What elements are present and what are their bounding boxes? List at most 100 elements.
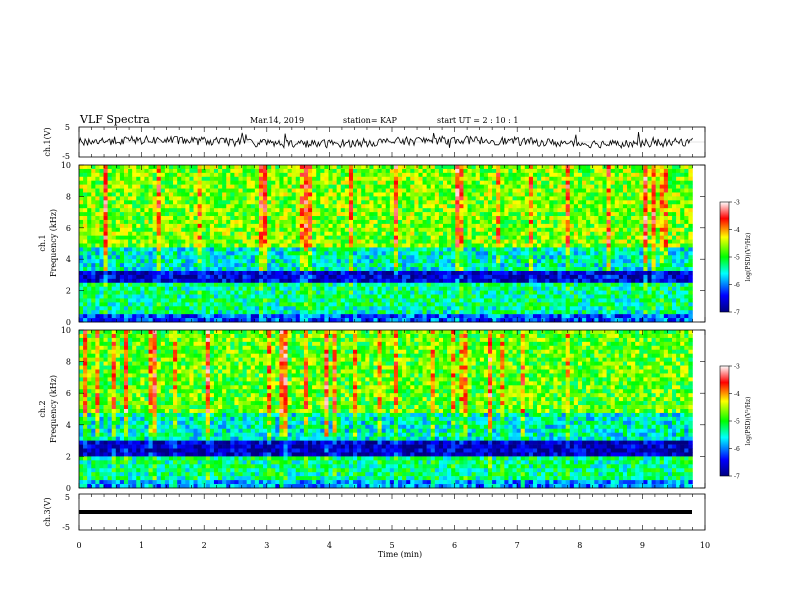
ch1-spec-cell [238, 200, 243, 205]
ch1-spec-cell [475, 270, 481, 276]
ch1-spec-cell [242, 251, 247, 256]
ch1-spec-cell [528, 247, 534, 252]
ch1-spec-cell [475, 282, 481, 287]
ch1-spec-cell [213, 247, 219, 252]
ch1-spec-cell [410, 204, 415, 209]
ch1-spec-cell [471, 302, 477, 307]
ch1-spec-cell [393, 231, 399, 236]
ch1-spec-cell [87, 200, 92, 205]
ch1-spec-cell [291, 290, 297, 295]
ch1-spec-cell [545, 172, 550, 178]
ch1-spec-cell [238, 247, 243, 252]
ch1-spec-cell [303, 235, 309, 240]
ch1-spec-cell [410, 192, 415, 197]
ch1-spec-cell [197, 302, 202, 307]
ch1-spec-cell [271, 243, 276, 248]
ch1-spec-cell [406, 180, 411, 185]
ch1-spec-cell [181, 235, 186, 240]
ch1-spec-cell [168, 243, 174, 248]
ch1-spec-cell [250, 290, 256, 295]
ch1-spec-cell [295, 235, 301, 240]
ch1-spec-cell [569, 196, 575, 201]
ch1-spec-cell [250, 314, 256, 319]
ch1-spec-cell [447, 227, 452, 233]
ch1-spec-cell [185, 243, 190, 248]
ch1-spec-cell [250, 216, 256, 221]
ch1-spec-cell [201, 196, 207, 201]
ch1-spec-cell [340, 302, 346, 307]
ch1-spec-cell [213, 219, 219, 225]
ch1-spec-cell [398, 227, 403, 233]
ch1-spec-cell [549, 314, 554, 319]
ch1-spec-cell [91, 196, 96, 201]
ch1-spec-cell [418, 247, 423, 252]
ch1-spec-cell [218, 278, 223, 284]
ch1-spec-cell [422, 200, 427, 205]
ch1-spec-cell [389, 223, 395, 229]
ch1-spec-cell [119, 267, 125, 272]
ch1-spec-cell [144, 188, 149, 193]
ch1-spec-cell [201, 270, 207, 276]
ch1-spec-cell [123, 239, 129, 244]
ch1-spec-cell [287, 168, 292, 174]
ch1-spec-cell [201, 184, 207, 189]
ch1-spec-cell [119, 282, 125, 287]
ch1-spec-cell [353, 200, 358, 205]
ch1-spec-cell [119, 172, 125, 178]
ch1-spec-cell [348, 223, 354, 229]
ch1-spec-cell [565, 235, 571, 240]
ch1-spec-cell [136, 274, 141, 280]
ch1-spec-cell [242, 223, 247, 229]
ch1-spec-cell [103, 216, 108, 221]
ch1-spec-cell [250, 227, 256, 233]
ch1-spec-cell [508, 267, 513, 272]
ch1-spec-cell [83, 274, 88, 280]
ch1-spec-cell [361, 274, 366, 280]
ch1-spec-cell [459, 227, 464, 233]
ch1-spec-cell [91, 286, 96, 291]
ch1-spec-cell [344, 212, 350, 217]
ch1-spec-cell [467, 251, 472, 256]
ch1-spec-cell [87, 263, 92, 268]
ch1-spec-cell [226, 227, 231, 233]
ch1-spec-cell [385, 270, 391, 276]
ch1-spec-cell [438, 318, 444, 323]
ch1-spec-cell [123, 165, 129, 170]
ch1-spec-cell [238, 231, 243, 236]
ch1-spec-cell [230, 294, 235, 299]
ch1-spec-cell [357, 176, 362, 181]
ch1-spec-cell [520, 184, 526, 189]
ch1-spec-cell [156, 227, 162, 233]
ch1-spec-cell [426, 255, 432, 260]
ch1-spec-cell [320, 302, 325, 307]
ch1-spec-cell [103, 310, 108, 315]
ch1-spec-cell [128, 278, 133, 284]
ch1-spec-cell [569, 168, 575, 174]
ch1-spec-cell [320, 286, 325, 291]
ch1-spec-cell [308, 310, 313, 315]
ch1-spec-cell [459, 176, 464, 181]
ch1-spec-cell [111, 172, 117, 178]
ch1-spec-cell [148, 184, 153, 189]
ch1-spec-cell [471, 247, 477, 252]
ch1-spec-cell [508, 196, 513, 201]
ch1-spec-cell [209, 180, 215, 185]
ch1-spec-cell [377, 235, 382, 240]
ch1-spec-cell [353, 294, 358, 299]
ch1-spec-cell [573, 212, 579, 217]
ch1-spec-cell [393, 278, 399, 284]
ch1-spec-cell [316, 231, 321, 236]
ch1-spec-cell [140, 219, 145, 225]
ch1-spec-cell [275, 282, 280, 287]
ch1-spec-cell [238, 184, 243, 189]
ch1-spec-cell [373, 251, 378, 256]
ch1-spec-cell [140, 263, 145, 268]
ch1-spec-cell [213, 227, 219, 233]
ch1-spec-cell [254, 165, 260, 170]
ch1-spec-cell [177, 286, 182, 291]
ch1-spec-cell [136, 216, 141, 221]
ch1-spec-cell [295, 286, 301, 291]
ch1-spec-cell [467, 298, 472, 303]
ch1-spec-cell [398, 172, 403, 178]
ch1-spec-cell [508, 263, 513, 268]
